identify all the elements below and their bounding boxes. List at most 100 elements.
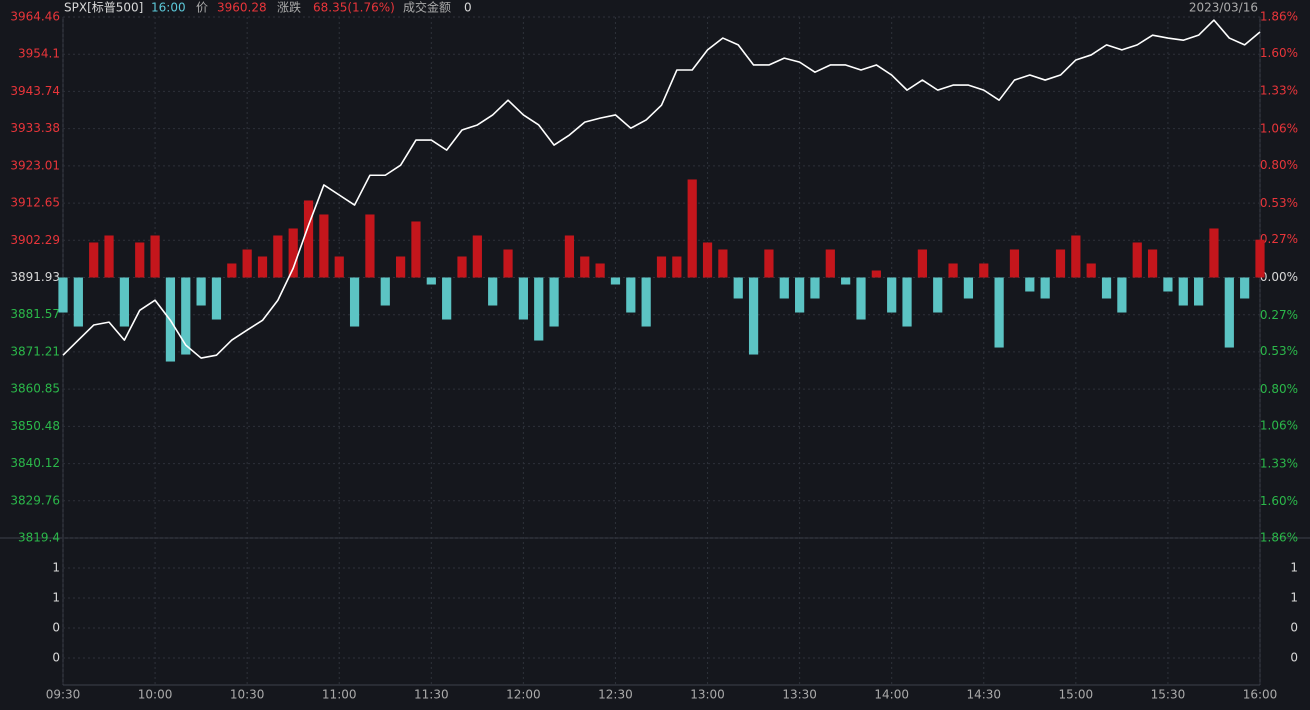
- bar: [595, 263, 605, 278]
- y-tick-label: 3933.38: [10, 121, 60, 135]
- bar: [227, 263, 237, 278]
- bar: [534, 277, 544, 341]
- bar: [564, 235, 575, 278]
- y-tick-label: 3871.21: [10, 344, 60, 358]
- bar: [871, 270, 881, 278]
- lower-panel-label: 1: [1290, 561, 1298, 575]
- x-tick-label: 12:30: [598, 688, 633, 702]
- x-tick-label: 11:30: [414, 688, 449, 702]
- y-tick-label: 3954.1: [18, 47, 60, 61]
- bar: [257, 256, 268, 278]
- x-tick-label: 16:00: [1243, 688, 1278, 702]
- bar: [917, 249, 927, 278]
- bar: [610, 277, 621, 285]
- bar: [488, 277, 498, 306]
- y-tick-label: 3850.48: [10, 419, 60, 433]
- x-tick-label: 15:00: [1059, 688, 1094, 702]
- y2-tick-label: 1.86%: [1260, 531, 1298, 545]
- y-tick-label: 3891.93: [10, 270, 60, 284]
- bar: [994, 277, 1004, 348]
- x-tick-label: 13:30: [782, 688, 817, 702]
- bar: [1240, 277, 1250, 299]
- bar: [380, 277, 390, 306]
- lower-panel-label: 1: [52, 591, 60, 605]
- bar: [365, 214, 375, 278]
- bar: [1071, 235, 1081, 278]
- bar: [426, 277, 436, 285]
- header: SPX[标普500] 16:00 价 3960.28 涨跌 68.35(1.76…: [64, 0, 1258, 15]
- y2-tick-label: 1.33%: [1260, 456, 1298, 470]
- bar: [1055, 249, 1066, 278]
- y2-tick-label: 0.80%: [1260, 382, 1298, 396]
- y2-tick-label: 1.06%: [1260, 418, 1298, 432]
- bar: [472, 235, 482, 278]
- bar: [1086, 263, 1096, 278]
- bar: [963, 277, 974, 299]
- lower-panel-label: 1: [52, 561, 60, 575]
- price-line: [62, 19, 1261, 359]
- bar: [1040, 277, 1050, 299]
- bar: [457, 256, 467, 278]
- x-tick-label: 13:00: [690, 688, 725, 702]
- y2-tick-label: 1.33%: [1260, 84, 1298, 98]
- bar: [825, 249, 835, 278]
- bar: [979, 263, 989, 278]
- price: 3960.28: [217, 1, 267, 15]
- bar: [319, 214, 329, 278]
- bar: [902, 277, 912, 327]
- amount: 0: [464, 1, 472, 15]
- bar: [549, 277, 559, 327]
- price-label: 价: [196, 1, 208, 15]
- y2-tick-label: 0.80%: [1260, 158, 1298, 172]
- bar: [1132, 242, 1142, 278]
- y-tick-label: 3902.29: [10, 233, 60, 247]
- bar: [411, 221, 421, 278]
- y-tick-label: 3819.4: [18, 531, 60, 545]
- y-tick-label: 3829.76: [10, 493, 60, 507]
- bar: [626, 277, 636, 313]
- x-tick-label: 14:00: [874, 688, 909, 702]
- lower-panel-label: 0: [52, 621, 60, 635]
- bar: [887, 277, 897, 313]
- bar: [779, 277, 789, 299]
- bar: [1101, 277, 1112, 299]
- symbol: SPX[标普500]: [64, 1, 143, 15]
- bar: [672, 256, 682, 278]
- bar: [518, 277, 528, 320]
- lower-panel-label: 0: [1290, 651, 1298, 665]
- amount-label: 成交金额: [403, 0, 451, 15]
- bar: [503, 249, 513, 278]
- bar: [641, 277, 651, 327]
- y-tick-label: 3943.74: [10, 84, 60, 98]
- x-tick-label: 12:00: [506, 688, 541, 702]
- bar: [764, 249, 774, 278]
- bar: [810, 277, 820, 299]
- bar: [442, 277, 452, 320]
- bar: [288, 228, 298, 278]
- bar: [303, 200, 314, 278]
- bar: [1163, 277, 1173, 292]
- bar: [841, 277, 851, 285]
- y-tick-label: 3923.01: [10, 158, 60, 172]
- bar: [1009, 249, 1020, 278]
- bar: [1194, 277, 1204, 306]
- bar: [150, 235, 160, 278]
- lower-panel-label: 0: [1290, 621, 1298, 635]
- y-tick-label: 3881.57: [10, 307, 60, 321]
- bar: [1117, 277, 1127, 313]
- bar: [89, 242, 99, 278]
- y2-tick-label: 0.53%: [1260, 344, 1298, 358]
- y2-tick-label: 1.86%: [1260, 10, 1298, 24]
- bar: [1178, 277, 1188, 306]
- y-tick-label: 3964.46: [10, 10, 60, 24]
- bar: [242, 249, 252, 278]
- bar: [795, 277, 805, 313]
- bar: [1255, 239, 1265, 278]
- bar: [748, 277, 759, 355]
- y2-tick-label: 0.53%: [1260, 196, 1298, 210]
- x-tick-label: 10:00: [138, 688, 173, 702]
- bar: [718, 249, 728, 278]
